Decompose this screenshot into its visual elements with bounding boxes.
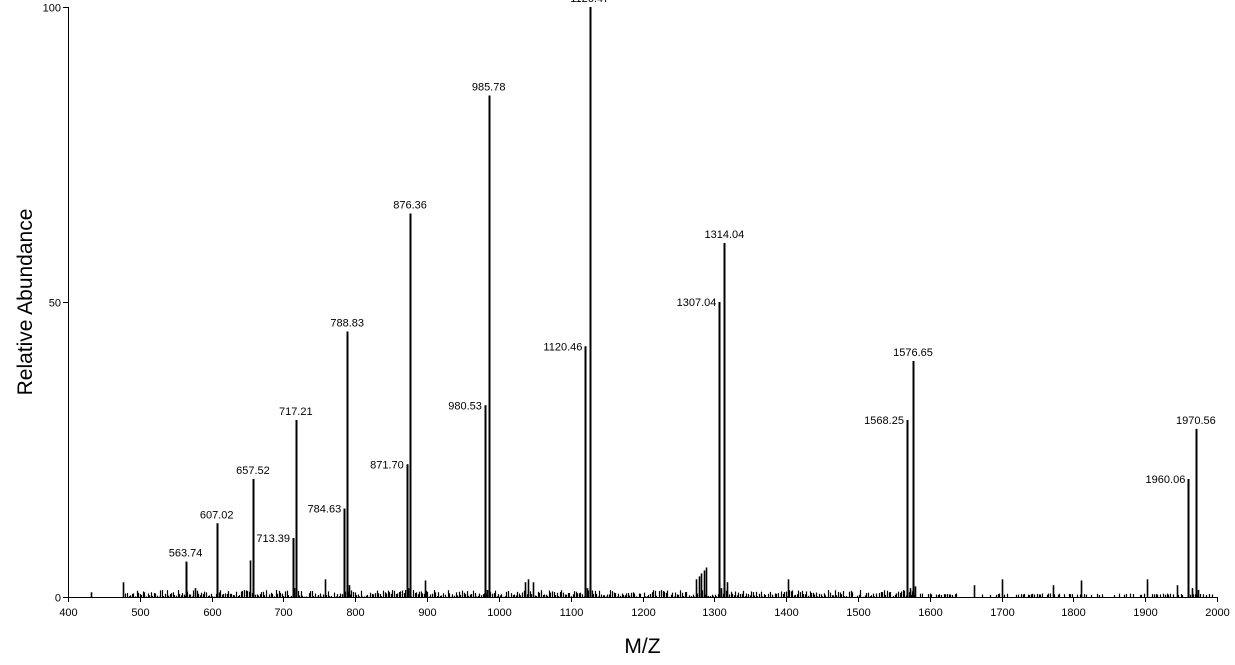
peak-labels: 563.74 607.02 657.52 713.39 717.21 784.63 788.… [169,0,1216,560]
x-tick-label: 1000 [487,607,511,619]
peak-bars [90,7,1200,597]
peak-label: 1314.04 [705,229,745,241]
x-tick-label: 700 [274,607,292,619]
peak-label: 1568.25 [864,415,904,427]
peak-label: 788.83 [330,318,364,330]
peak-label: 871.70 [370,459,404,471]
y-tick-label: 100 [43,3,61,15]
x-tick-label: 1800 [1061,607,1085,619]
x-tick-label: 800 [346,607,364,619]
x-tick-label: 1900 [1133,607,1157,619]
peak-label: 563.74 [169,548,203,560]
peak-label: 985.78 [472,82,506,94]
x-tick-label: 1200 [631,607,655,619]
peak-label: 713.39 [256,533,290,545]
peak-label: 1960.06 [1146,474,1186,486]
x-tick-label: 1400 [774,607,798,619]
x-axis-ticks: 400 500 600 700 800 900 1000 1100 1200 1300 1400 15… [59,597,1230,619]
peak-label: 607.02 [200,509,234,521]
x-tick-label: 500 [131,607,149,619]
baseline-noise [124,589,1214,597]
y-tick-label: 0 [55,593,61,605]
x-tick-label: 1100 [560,607,584,619]
peak-label: 1576.65 [893,347,933,359]
peak-label: 1120.46 [543,341,582,353]
peak-label: 784.63 [308,504,342,516]
x-tick-label: 2000 [1205,607,1229,619]
peak-label: 1307.04 [677,297,717,309]
y-tick-label: 50 [49,298,61,310]
x-tick-label: 1700 [990,607,1014,619]
x-axis-title: M/Z [624,635,660,658]
peak-label: 717.21 [279,406,313,418]
peak-label: 657.52 [236,465,270,477]
peak-label: 1126.47 [570,0,609,5]
x-tick-label: 600 [203,607,221,619]
y-axis-ticks: 0 50 100 [43,3,68,605]
x-tick-label: 900 [418,607,436,619]
x-tick-label: 400 [59,607,77,619]
peak-label: 980.53 [448,400,482,412]
peak-label: 876.36 [393,200,427,212]
x-tick-label: 1500 [846,607,870,619]
x-tick-label: 1600 [918,607,942,619]
x-tick-label: 1300 [702,607,726,619]
y-axis-title: Relative Abundance [14,209,37,396]
peak-label: 1970.56 [1176,415,1216,427]
